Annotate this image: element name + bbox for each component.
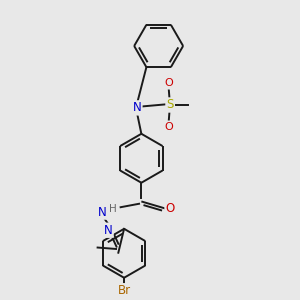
Text: O: O bbox=[164, 122, 173, 132]
Text: N: N bbox=[133, 101, 141, 114]
Text: N: N bbox=[98, 206, 107, 219]
Text: O: O bbox=[166, 202, 175, 215]
Text: Br: Br bbox=[118, 284, 130, 297]
Text: O: O bbox=[164, 78, 173, 88]
Text: N: N bbox=[104, 224, 112, 237]
Text: S: S bbox=[167, 98, 174, 112]
Text: H: H bbox=[109, 204, 116, 214]
